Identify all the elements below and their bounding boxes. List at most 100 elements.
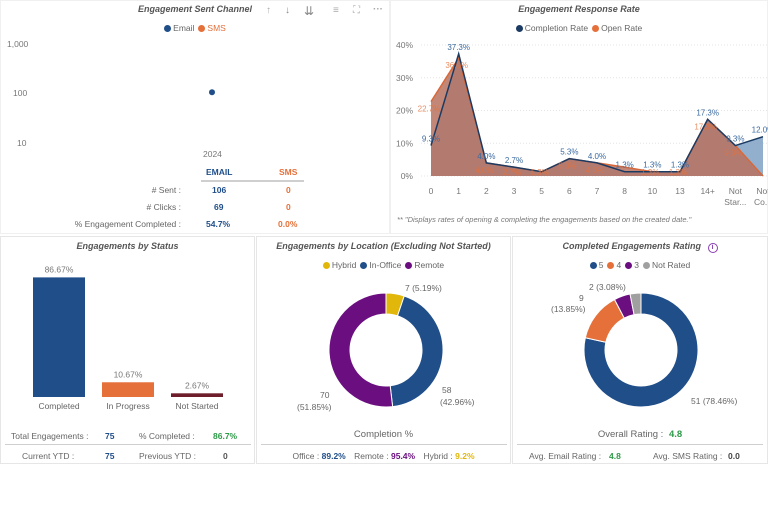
legend-item-in-office[interactable]: In-Office <box>360 260 401 270</box>
sent-channel-plot <box>209 89 215 96</box>
completion-subtitle: Completion % <box>353 429 414 440</box>
completion-rate-data-label: 2.7% <box>505 156 523 165</box>
rating-3-dot-icon <box>625 262 633 269</box>
legend-item-5[interactable]: 5 <box>589 260 603 270</box>
row-sent-label: # Sent : <box>151 185 181 195</box>
bar-not-started <box>171 393 223 397</box>
current-ytd-label: Current YTD : <box>22 451 75 461</box>
bar-completed <box>33 277 85 397</box>
row-sent-email: 106 <box>212 185 227 195</box>
rating-label-4-pct: (13.85%) <box>551 304 586 314</box>
x-tick-label: 5 <box>539 186 544 196</box>
open-rate-data-label: 17.3% <box>694 122 717 131</box>
legend-item-sms[interactable]: SMS <box>198 23 226 33</box>
completion-rate-data-label: 1.3% <box>616 161 634 170</box>
completion-dot-icon <box>515 25 523 32</box>
avg-email-rating-label: Avg. Email Rating : <box>529 451 602 461</box>
sms-dot-icon <box>198 25 206 32</box>
x-tick-label: 1 <box>456 186 461 196</box>
y-tick-10: 10 <box>17 138 27 148</box>
completion-rate-data-label: 1.3% <box>671 161 689 170</box>
legend-item-completion[interactable]: Completion Rate <box>515 23 588 33</box>
open-rate-data-label: 1.3% <box>531 168 549 177</box>
previous-ytd-value: 0 <box>223 451 228 461</box>
legend-item-open[interactable]: Open Rate <box>592 23 642 33</box>
rating-slice-not-rated <box>629 292 642 316</box>
open-rate-data-label: 2.7% <box>503 168 521 177</box>
legend-item-hybrid[interactable]: Hybrid <box>322 260 356 270</box>
row-pct-sms: 0.0% <box>278 219 298 229</box>
completion-rate-line <box>430 51 764 173</box>
legend-item-4[interactable]: 4 <box>607 260 621 270</box>
x-tick-label: 2 <box>484 186 489 196</box>
location-legend: Hybrid In-Office Remote <box>257 260 510 270</box>
legend-item-3[interactable]: 3 <box>625 260 639 270</box>
rating-slice-5 <box>583 292 699 408</box>
expand-all-icon[interactable]: ⇊ <box>304 4 315 18</box>
rating-stats-divider <box>517 444 763 445</box>
x-tick-label: 10 <box>648 186 658 196</box>
y-tick-label: 40% <box>396 40 413 50</box>
completion-rate-data-label: 1.3% <box>643 161 661 170</box>
x-tick-label: Co... <box>754 197 768 207</box>
avg-email-rating-value: 4.8 <box>609 451 621 461</box>
legend-item-email[interactable]: Email <box>164 23 194 33</box>
x-tick-label: 7 <box>595 186 600 196</box>
row-clicks-email: 69 <box>214 202 224 212</box>
email-dot-icon <box>164 25 172 32</box>
status-stats-divider <box>5 444 251 445</box>
total-engagements-value: 75 <box>105 431 115 441</box>
overall-rating-value: 4.8 <box>668 429 683 440</box>
x-tick-label: 3 <box>512 186 517 196</box>
row-pct-email: 54.7% <box>206 219 231 229</box>
y-tick-label: 20% <box>396 106 413 116</box>
sort-descending-icon[interactable]: ↓ <box>285 5 290 16</box>
open-rate-data-label: 9.3% <box>724 149 742 158</box>
focus-mode-icon[interactable]: ⛶ <box>353 5 360 16</box>
legend-item-remote[interactable]: Remote <box>405 260 444 270</box>
x-tick-label: 0 <box>429 186 434 196</box>
filter-icon[interactable]: ≡ <box>333 5 339 16</box>
bar-category-label: In Progress <box>106 401 149 411</box>
bar-category-label: Not Started <box>176 401 219 411</box>
total-engagements-label: Total Engagements : <box>11 431 89 441</box>
x-tick-label: 13 <box>675 186 685 196</box>
status-bar-chart: 86.67% Completed 10.67% In Progress 2.67% Not… <box>33 264 223 411</box>
location-title: Engagements by Location (Excluding Not S… <box>276 241 491 251</box>
completion-rate-data-label: 9.3% <box>422 135 440 144</box>
x-tick-label: Not <box>729 186 743 196</box>
open-dot-icon <box>592 25 600 32</box>
row-clicks-label: # Clicks : <box>146 202 181 212</box>
legend-item-not-rated[interactable]: Not Rated <box>642 260 690 270</box>
sort-ascending-icon[interactable]: ↑ <box>266 5 271 16</box>
office-label: Office : <box>292 451 320 461</box>
rating-label-5: 51 (78.46%) <box>691 396 738 406</box>
open-rate-area <box>431 58 763 176</box>
bar-data-label: 10.67% <box>114 369 143 379</box>
x-tick-label: 14+ <box>700 186 714 196</box>
completion-rate-data-label: 4.0% <box>588 152 606 161</box>
bar-data-label: 2.67% <box>185 380 210 390</box>
location-slice-in-office <box>389 295 444 408</box>
x-tick-label: 6 <box>567 186 572 196</box>
open-rate-data-label: 36.0% <box>445 61 468 70</box>
completion-rate-data-label: 4.0% <box>477 152 495 161</box>
y-tick-label: 30% <box>396 73 413 83</box>
info-icon[interactable]: i <box>707 243 718 253</box>
location-donut <box>328 292 444 408</box>
x-tick-label: Not <box>756 186 768 196</box>
bar-category-label: Completed <box>38 401 79 411</box>
completion-rate-data-label: 9.3% <box>726 135 744 144</box>
open-rate-data-label: 1.3% <box>669 168 687 177</box>
y-tick-label: 10% <box>396 138 413 148</box>
not-rated-dot-icon <box>642 262 650 269</box>
email-header: EMAIL <box>206 167 233 177</box>
pct-completed-label: % Completed : <box>139 431 195 441</box>
avg-sms-rating-value: 0.0 <box>728 451 740 461</box>
location-stats-row: Office : 89.2% Remote : 95.4% Hybrid : 9… <box>257 451 510 461</box>
hybrid-label: Hybrid : <box>423 451 453 461</box>
response-rate-footnote: ** "Displays rates of opening & completi… <box>397 215 692 224</box>
more-options-icon[interactable]: ··· <box>373 4 383 15</box>
in-office-dot-icon <box>360 262 368 269</box>
open-rate-data-label: 1.3% <box>641 168 659 177</box>
